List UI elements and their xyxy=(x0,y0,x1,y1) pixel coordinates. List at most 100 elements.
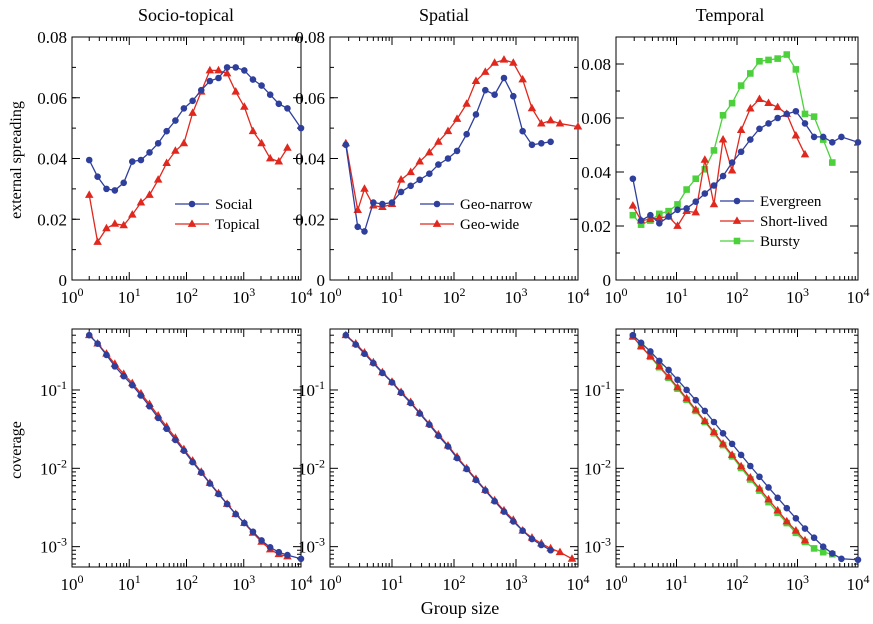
data-point-bursty xyxy=(792,66,800,73)
column-title-temporal: Temporal xyxy=(696,5,765,25)
y-tick-label: 10-2 xyxy=(298,456,325,478)
data-point-geo-narrow xyxy=(510,92,517,100)
data-point-topical xyxy=(136,197,146,206)
data-point-geo-narrow xyxy=(528,535,536,543)
data-point-short-lived xyxy=(764,98,773,107)
series-line-geo-wide xyxy=(345,334,573,560)
data-point-geo-narrow xyxy=(510,518,517,525)
data-point-topical xyxy=(145,190,154,198)
data-point-evergreen xyxy=(737,148,745,156)
data-point-social xyxy=(206,480,214,487)
data-point-geo-wide xyxy=(527,103,537,112)
data-point-social xyxy=(284,551,291,559)
x-tick-label: 104 xyxy=(567,572,590,594)
data-point-social xyxy=(163,425,170,433)
data-point-topical xyxy=(110,219,120,227)
data-point-geo-narrow xyxy=(426,421,433,429)
data-point-evergreen xyxy=(783,504,791,512)
data-point-geo-narrow xyxy=(444,155,452,162)
data-point-geo-narrow xyxy=(472,476,480,484)
data-point-short-lived xyxy=(746,473,755,481)
data-point-bursty xyxy=(747,70,754,77)
data-point-evergreen xyxy=(774,114,781,122)
data-point-topical xyxy=(257,138,266,147)
plot-frame xyxy=(329,328,579,568)
data-point-evergreen xyxy=(756,125,763,133)
data-point-geo-narrow xyxy=(370,359,377,367)
y-tick-label: 10-3 xyxy=(584,535,611,557)
data-point-social xyxy=(189,97,196,105)
data-point-evergreen xyxy=(719,429,727,437)
y-tick-label: 0 xyxy=(317,271,326,290)
data-point-topical xyxy=(119,220,128,229)
data-point-geo-wide xyxy=(509,58,518,66)
data-point-bursty xyxy=(674,201,681,208)
data-point-geo-wide xyxy=(452,114,462,122)
data-point-short-lived xyxy=(709,199,719,208)
data-point-short-lived xyxy=(700,155,710,163)
data-point-short-lived xyxy=(755,94,764,102)
x-tick-label: 102 xyxy=(443,572,466,594)
data-point-topical xyxy=(240,102,249,110)
column-title-spatial: Spatial xyxy=(419,5,469,25)
data-point-geo-narrow xyxy=(463,130,470,138)
data-point-geo-narrow xyxy=(435,161,442,168)
data-point-social xyxy=(266,544,274,551)
data-point-topical xyxy=(231,87,240,95)
data-point-geo-narrow xyxy=(500,508,508,515)
series-line-social xyxy=(88,334,302,560)
data-point-social xyxy=(128,381,136,389)
data-point-geo-narrow xyxy=(547,546,554,554)
data-point-short-lived xyxy=(682,393,691,402)
data-point-bursty xyxy=(819,548,827,556)
data-point-short-lived xyxy=(718,439,728,447)
data-point-evergreen xyxy=(737,451,745,459)
data-point-evergreen xyxy=(637,339,645,347)
data-point-evergreen xyxy=(810,534,818,542)
y-tick-label: 0.08 xyxy=(37,28,67,47)
data-point-geo-narrow xyxy=(444,443,452,450)
data-point-geo-wide xyxy=(360,184,369,192)
data-point-evergreen xyxy=(819,543,827,550)
data-point-short-lived xyxy=(736,125,746,134)
data-point-evergreen xyxy=(692,198,700,205)
x-tick-label: 100 xyxy=(61,572,84,594)
data-point-geo-narrow xyxy=(453,454,461,462)
data-point-social xyxy=(215,74,222,82)
data-point-social xyxy=(180,105,188,112)
plot-frame xyxy=(71,328,302,568)
data-point-topical xyxy=(274,156,284,165)
data-point-social xyxy=(241,519,248,527)
data-point-geo-narrow xyxy=(435,432,442,440)
series-line-evergreen xyxy=(632,110,859,225)
y-tick-label: 0.08 xyxy=(295,28,325,47)
data-point-geo-narrow xyxy=(453,147,461,155)
x-tick-label: 100 xyxy=(605,285,628,307)
legend-label-social: Social xyxy=(215,197,253,213)
data-point-geo-wide xyxy=(471,76,481,84)
xlabel-group-size: Group size xyxy=(421,598,499,618)
data-point-evergreen xyxy=(637,217,645,224)
series-geo-narrow xyxy=(342,74,554,235)
data-point-evergreen xyxy=(728,159,736,166)
series-evergreen xyxy=(629,107,862,227)
data-point-social xyxy=(249,76,257,83)
legend-marker-short-lived xyxy=(732,216,742,224)
x-tick-label: 101 xyxy=(118,285,141,307)
data-point-geo-wide xyxy=(537,118,546,127)
y-tick-label: 0 xyxy=(603,271,612,290)
data-point-social xyxy=(223,500,231,508)
legend-label-geo-narrow: Geo-narrow xyxy=(460,197,533,213)
data-point-social xyxy=(206,77,214,85)
data-point-short-lived xyxy=(727,166,737,174)
data-point-short-lived xyxy=(773,505,782,514)
data-point-evergreen xyxy=(692,396,700,404)
data-point-geo-wide xyxy=(396,175,406,183)
data-point-geo-narrow xyxy=(379,369,386,377)
data-point-geo-narrow xyxy=(519,127,526,135)
data-point-geo-wide xyxy=(434,137,443,145)
data-point-bursty xyxy=(692,175,700,183)
legend-label-topical: Topical xyxy=(215,217,260,233)
data-point-evergreen xyxy=(854,556,862,564)
